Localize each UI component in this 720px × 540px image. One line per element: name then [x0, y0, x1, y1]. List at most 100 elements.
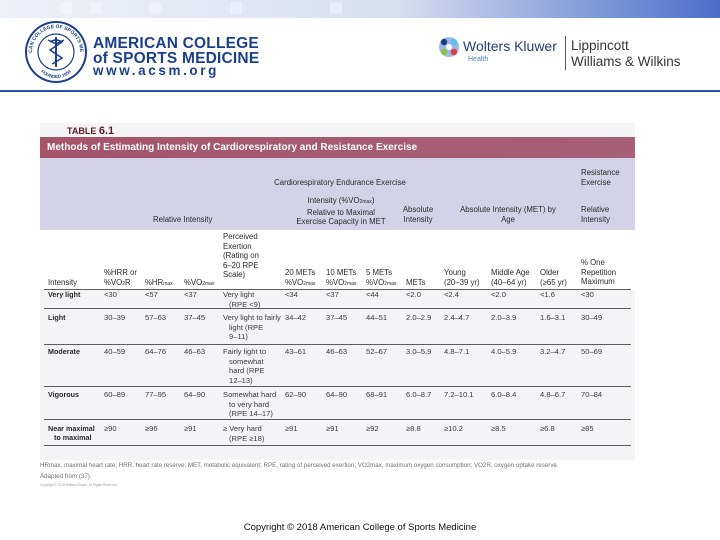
relative-vo2-header: Intensity (%VO2max) Relative to Maximal …: [285, 196, 397, 227]
table-cell: <1.6: [540, 290, 555, 299]
relative-vo2-line1: Intensity (%VO2max): [307, 196, 375, 205]
absolute-met-age-header: Absolute Intensity (MET) by Age: [460, 205, 556, 224]
table-cell: 64–76: [145, 347, 167, 356]
table-cell: 50–69: [581, 347, 603, 356]
absolute-intensity-header: Absolute Intensity: [402, 205, 434, 224]
col-rpe: Perceived Exertion (Rating on 6–20 RPE S…: [223, 232, 259, 279]
bar-square: [230, 2, 242, 14]
table-cell: ≥90: [104, 424, 117, 433]
row-divider: [44, 419, 631, 420]
footnote-source: Adapted from (37).: [40, 472, 92, 480]
table-cell: 2.0–2.9: [406, 313, 432, 322]
cre-group-header: Cardiorespiratory Endurance Exercise: [274, 178, 406, 187]
col-intensity: Intensity: [48, 278, 78, 287]
table-cell: 37–45: [184, 313, 206, 322]
table-cell: 2.4–4.7: [444, 313, 470, 322]
table-cell: <30: [104, 290, 117, 299]
table-cell: ≥6.8: [540, 424, 555, 433]
publisher-division: Health: [468, 56, 489, 63]
intensity-table: TABLE 6.1 Methods of Estimating Intensit…: [40, 123, 635, 460]
table-cell: 70–84: [581, 390, 603, 399]
row-divider: [44, 308, 631, 309]
table-cell-rpe: Very light (RPE <9): [223, 290, 261, 309]
table-label-number: 6.1: [98, 125, 115, 137]
table-title: Methods of Estimating Intensity of Cardi…: [40, 137, 635, 158]
row-divider: [44, 344, 631, 345]
col-20-mets: 20 METs %VO2max: [285, 268, 316, 287]
table-cell: 34–42: [285, 313, 307, 322]
table-cell: 46–63: [184, 347, 206, 356]
table-cell: 60–89: [104, 390, 126, 399]
table-label-prefix: TABLE: [67, 126, 97, 136]
row-divider: [44, 386, 631, 387]
table-cell: <34: [285, 290, 298, 299]
table-footnote: HRmax, maximal heart rate; HRR, heart ra…: [40, 461, 640, 488]
table-cell: 30–39: [104, 313, 126, 322]
table-cell: ≥85: [581, 424, 594, 433]
acsm-name-line1: AMERICAN COLLEGE: [93, 35, 259, 52]
bar-square: [90, 2, 102, 14]
table-cell: 6.0–8.7: [406, 390, 432, 399]
table-cell: 4.0–5.9: [491, 347, 517, 356]
table-cell: 57–63: [145, 313, 167, 322]
table-cell: 40–59: [104, 347, 126, 356]
imprint-line1: Lippincott: [571, 38, 629, 53]
col-vo2max: %VO2max: [184, 278, 215, 287]
table-cell: <2.0: [406, 290, 421, 299]
col-hrr: %HRR or %VO2R: [104, 268, 137, 287]
table-cell: <37: [326, 290, 339, 299]
row-near-maximal-label: Near maximal to maximal: [48, 424, 95, 442]
header-gradient-bar: [0, 0, 720, 18]
table-cell: <57: [145, 290, 158, 299]
table-cell: ≥8.8: [406, 424, 421, 433]
table-cell: 4.8–7.1: [444, 347, 470, 356]
table-cell-rpe: Very light to fairly light (RPE 9–11): [223, 313, 281, 341]
table-cell: 1.6–3.1: [540, 313, 566, 322]
bar-square: [150, 2, 162, 14]
table-cell: ≥10.2: [444, 424, 463, 433]
col-hrmax: %HRmax: [145, 278, 173, 287]
table-cell: 68–91: [366, 390, 388, 399]
acsm-url: www.acsm.org: [93, 63, 219, 78]
acsm-seal-logo: AMERICAN COLLEGE OF SPORTS MEDICINE FOUN…: [24, 20, 87, 83]
col-young: Young (20–39 yr): [444, 268, 480, 287]
table-cell: <2.4: [444, 290, 459, 299]
table-cell: <2.0: [491, 290, 506, 299]
table-cell: 3.2–4.7: [540, 347, 566, 356]
table-cell: ≥96: [145, 424, 158, 433]
footnote-abbreviations: HRmax, maximal heart rate; HRR, heart ra…: [40, 462, 559, 469]
table-label: TABLE 6.1: [67, 125, 151, 137]
table-cell: ≥91: [184, 424, 197, 433]
col-5-mets: 5 METs %VO2max: [366, 268, 397, 287]
table-cell: 77–95: [145, 390, 167, 399]
table-cell: 30–49: [581, 313, 603, 322]
col-one-rep-max: % One Repetition Maximum: [581, 258, 617, 286]
table-cell: 3.0–5.9: [406, 347, 432, 356]
row-moderate-label: Moderate: [48, 347, 80, 356]
relative-vo2-line3: Exercise Capacity in MET: [296, 217, 386, 226]
col-middle-age: Middle Age (40–64 yr): [491, 268, 530, 287]
table-bottom-rule: [44, 445, 631, 446]
bar-square: [60, 2, 72, 14]
acsm-name: AMERICAN COLLEGE of SPORTS MEDICINE: [93, 35, 259, 67]
table-cell: <44: [366, 290, 379, 299]
table-cell-rpe: Fairly light to somewhat hard (RPE 12–13): [223, 347, 267, 385]
wolters-kluwer-logo-icon: [439, 37, 459, 57]
relative-intensity-header: Relative Intensity: [153, 215, 213, 224]
table-cell: 52–67: [366, 347, 388, 356]
slide-copyright: Copyright © 2018 American College of Spo…: [243, 522, 477, 533]
publisher-name: Wolters Kluwer: [463, 38, 557, 54]
row-light-label: Light: [48, 313, 66, 322]
table-cell: 62–90: [285, 390, 307, 399]
col-older: Older (≥65 yr): [540, 268, 567, 287]
logo-divider: [565, 36, 566, 70]
table-cell: ≥91: [326, 424, 339, 433]
row-vigorous-label: Vigorous: [48, 390, 80, 399]
resistance-header: Resistance Exercise: [581, 168, 620, 187]
header-rule-line: [44, 289, 631, 290]
table-cell: 43–61: [285, 347, 307, 356]
table-cell: 2.0–3.9: [491, 313, 517, 322]
table-cell: 7.2–10.1: [444, 390, 474, 399]
row-very-light-label: Very light: [48, 290, 81, 299]
table-cell: 44–51: [366, 313, 388, 322]
